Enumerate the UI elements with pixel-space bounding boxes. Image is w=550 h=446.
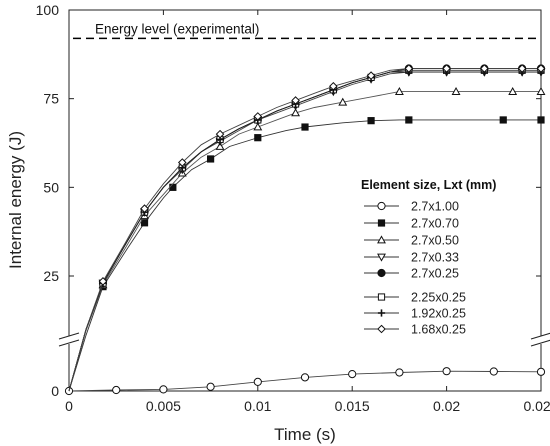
point-1.68x0.25-14 [329,81,338,91]
x-tick-label-4: 0.02 [433,398,460,414]
point-1.68x0.25-12 [291,96,300,105]
legend-marker-1.68x0.25 [377,324,386,334]
point-2.7x1.00-4 [253,377,262,386]
y-tick-label-3: 75 [43,91,59,107]
legend-marker-2.7x0.33 [377,253,386,262]
legend-marker-2.7x0.70 [377,219,386,227]
point-2.7x1.00-7 [395,368,404,377]
y-tick-label-4: 100 [36,2,60,18]
series-2.7x0.25 [68,64,546,392]
point-2.7x1.00-1 [112,385,121,395]
point-2.7x0.50-16 [394,86,404,95]
point-1.68x0.25-6 [177,158,187,167]
point-1.68x0.25-4 [140,204,149,213]
point-1.68x0.25-16 [366,71,376,80]
series-2.7x0.50 [68,86,546,392]
series-1.68x0.25 [68,64,546,392]
y-tick-label-2: 50 [43,179,59,195]
point-2.7x1.00-9 [489,367,498,376]
series-layer [64,64,546,396]
point-2.7x0.70-10 [254,134,262,142]
point-1.68x0.25-10 [253,112,263,121]
point-2.7x1.00-8 [442,367,451,376]
point-2.7x0.70-8 [207,155,215,163]
axis-break-slash-b-1 [530,339,550,347]
point-2.7x0.50-14 [338,97,348,106]
x-axis-title: Time (s) [274,425,336,444]
legend-label-2.7x0.70: 2.7x0.70 [411,217,459,231]
axis-break [58,332,550,347]
point-2.7x0.50-8 [215,141,225,150]
legend-label-2.7x0.25: 2.7x0.25 [411,267,459,281]
series-line-2.7x0.50 [68,91,541,392]
y-tick-label-0: 0 [51,383,59,399]
y-axis-title: Internal energy (J) [6,131,25,269]
point-2.7x0.70-18 [499,116,507,124]
axis-break-slash-a-1 [530,332,550,340]
legend-label-2.7x0.50: 2.7x0.50 [411,234,459,248]
point-1.68x0.25-20 [442,64,451,73]
axis-break-gap-0 [60,336,78,344]
legend-marker-2.7x0.50 [377,235,386,244]
legend-label-1.92x0.25: 1.92x0.25 [411,307,466,321]
point-2.7x0.50-21 [536,86,546,95]
axis-ticks: 0 0.005 0.01 0.015 0.02 0.025 0 25 50 75 100 [36,2,550,414]
axis-break-slash-b-0 [58,339,80,347]
series-2.7x1.00 [64,367,546,396]
point-1.68x0.25-24 [517,64,527,73]
point-2.7x0.50-10 [253,122,263,131]
legend-label-1.68x0.25: 1.68x0.25 [411,323,466,337]
legend-marker-2.25x0.25 [377,293,386,301]
point-2.7x1.00-10 [536,367,546,376]
point-1.68x0.25-18 [404,64,414,73]
axis-break-slash-a-0 [58,332,80,340]
point-2.7x0.70-16 [405,116,413,124]
point-2.7x1.00-6 [348,370,357,379]
series-2.7x0.70 [68,116,545,392]
point-1.68x0.25-2 [98,277,108,286]
legend-label-2.25x0.25: 2.25x0.25 [411,291,466,305]
point-1.68x0.25-8 [215,129,225,139]
legend-marker-2.7x0.25 [377,268,386,278]
legend: Element size, Lxt (mm) 2.7x1.00 2.7x0.70 2… [361,178,496,337]
x-tick-label-1: 0.005 [146,398,181,414]
point-2.7x0.70-4 [140,219,149,227]
point-2.7x1.00-2 [159,385,168,394]
axis-break-gap-1 [532,336,550,344]
point-2.7x1.00-5 [300,373,310,382]
point-2.7x0.70-12 [301,123,309,131]
legend-label-2.7x1.00: 2.7x1.00 [411,200,459,214]
x-tick-label-0: 0 [65,398,73,414]
legend-title: Element size, Lxt (mm) [361,178,496,192]
x-tick-label-5: 0.025 [523,398,550,414]
legend-marker-1.92x0.25 [377,309,386,317]
point-2.7x0.50-20 [508,86,518,95]
experimental-energy-label: Energy level (experimental) [95,21,259,36]
series-line-1.68x0.25 [68,68,541,392]
point-2.7x0.70-19 [537,116,545,124]
point-2.7x0.50-18 [451,86,461,95]
point-1.68x0.25-22 [480,64,489,73]
x-tick-label-3: 0.015 [335,398,370,414]
point-2.7x0.50-12 [291,108,301,117]
point-1.68x0.25-25 [536,64,546,73]
y-tick-label-1: 25 [43,268,59,284]
legend-marker-2.7x1.00 [377,201,386,211]
legend-label-2.7x0.33: 2.7x0.33 [411,251,459,265]
series-2.7x0.33 [68,68,546,392]
series-line-2.7x0.70 [68,119,541,392]
point-2.7x0.70-6 [169,183,177,191]
plot-frame [68,9,542,392]
x-tick-label-2: 0.01 [244,398,271,414]
point-2.7x0.70-14 [367,117,375,125]
point-2.7x1.00-3 [206,382,215,391]
